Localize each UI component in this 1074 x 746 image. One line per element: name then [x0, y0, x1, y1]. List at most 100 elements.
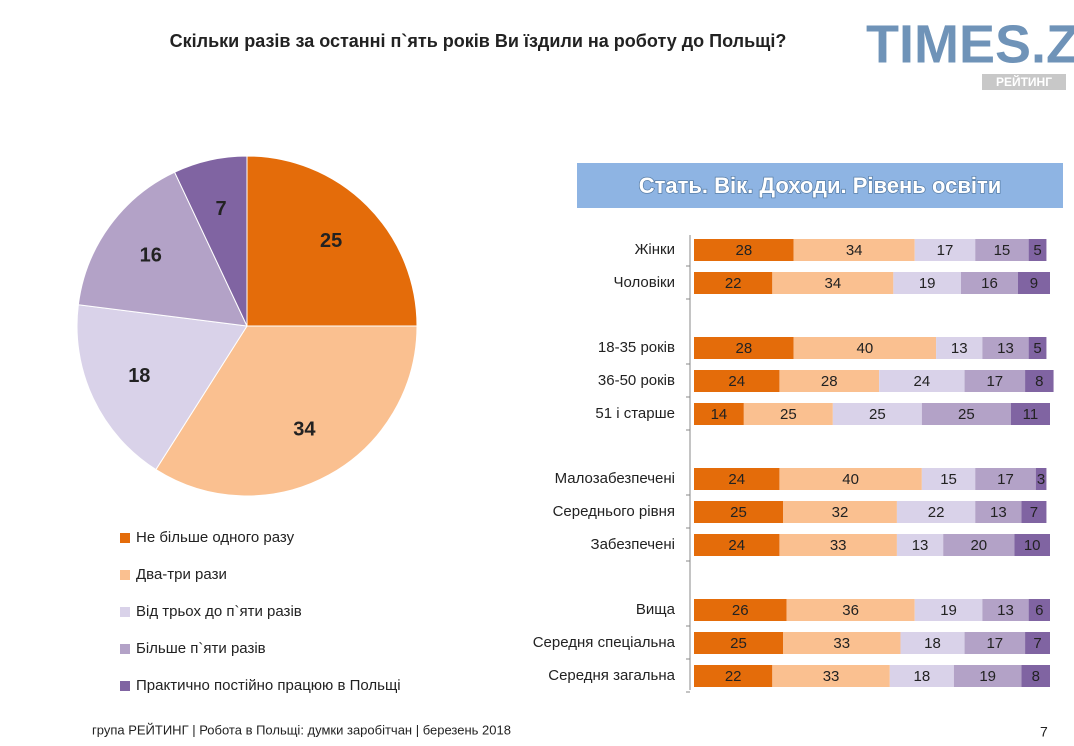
bar-value: 7: [1033, 635, 1041, 652]
bar-segment: [1025, 370, 1054, 392]
legend-swatch: [120, 607, 130, 617]
bar-segment: [694, 501, 783, 523]
bar-segment: [914, 239, 976, 261]
bar-value: 22: [725, 668, 742, 685]
category-label: Середня загальна: [548, 667, 675, 684]
bar-value: 3: [1037, 471, 1045, 488]
bar-segment: [1010, 403, 1050, 425]
bar-segment: [772, 272, 894, 294]
legend-label: Більше п`яти разів: [136, 640, 266, 657]
bar-segment: [1025, 632, 1050, 654]
bar-value: 24: [728, 373, 745, 390]
bar-segment: [793, 337, 937, 359]
footer: група РЕЙТИНГ | Робота в Польщі: думки з…: [92, 722, 511, 737]
bar-value: 36: [842, 602, 859, 619]
bar-segment: [694, 534, 780, 556]
category-label: 51 і старше: [595, 405, 675, 422]
bar-segment: [779, 468, 922, 490]
bar-value: 28: [735, 242, 752, 259]
bar-segment: [694, 272, 773, 294]
category-label: Середнього рівня: [553, 503, 675, 520]
bar-value: 10: [1024, 537, 1041, 554]
bar-segment: [953, 665, 1022, 687]
bar-segment: [772, 665, 890, 687]
bar-value: 17: [986, 635, 1003, 652]
bar-segment: [900, 632, 965, 654]
bar-segment: [1028, 337, 1047, 359]
logo-sub: РЕЙТИНГ: [996, 74, 1052, 89]
category-label: Жінки: [635, 241, 675, 258]
bar-segment: [964, 632, 1026, 654]
legend-label: Не більше одного разу: [136, 529, 295, 546]
bar-segment: [964, 370, 1026, 392]
bar-value: 34: [846, 242, 863, 259]
category-label: Малозабезпечені: [555, 470, 675, 487]
bar-segment: [694, 370, 780, 392]
bar-segment: [889, 665, 954, 687]
bar-segment: [975, 468, 1036, 490]
logo-badge: [982, 74, 1066, 90]
bar-title: Стать. Вік. Доходи. Рівень освіти: [639, 173, 1002, 198]
legend-label: Практично постійно працюю в Польщі: [136, 677, 401, 694]
bar-segment: [921, 468, 976, 490]
category-label: 36-50 років: [598, 372, 675, 389]
bar-value: 25: [730, 635, 747, 652]
bar-value: 13: [951, 340, 968, 357]
bar-segment: [779, 370, 880, 392]
bar-value: 34: [824, 275, 841, 292]
legend-label: Два-три рази: [136, 566, 227, 583]
bar-segment: [694, 665, 773, 687]
category-label: Чоловіки: [613, 274, 675, 291]
bar-segment: [1028, 239, 1047, 261]
bar-segment: [1035, 468, 1047, 490]
bar-value: 19: [940, 602, 957, 619]
bar-value: 22: [725, 275, 742, 292]
bar-value: 15: [940, 471, 957, 488]
bar-segment: [786, 599, 915, 621]
slide-title: Скільки разів за останні п`ять років Ви …: [170, 31, 787, 51]
bar-segment: [1021, 501, 1047, 523]
legend-swatch: [120, 644, 130, 654]
bar-segment: [694, 337, 794, 359]
bar-value: 19: [979, 668, 996, 685]
legend-label: Від трьох до п`яти разів: [136, 603, 302, 620]
bar-value: 33: [823, 668, 840, 685]
category-label: Вища: [636, 601, 676, 618]
bar-value: 28: [735, 340, 752, 357]
bar-segment: [694, 239, 794, 261]
category-label: Забезпечені: [591, 536, 675, 553]
bar-segment: [879, 370, 965, 392]
bar-value: 15: [994, 242, 1011, 259]
legend-swatch: [120, 681, 130, 691]
bar-segment: [694, 403, 744, 425]
bar-segment: [743, 403, 833, 425]
bar-value: 40: [842, 471, 859, 488]
bar-value: 16: [981, 275, 998, 292]
bar-segment: [1028, 599, 1050, 621]
bar-segment: [793, 239, 915, 261]
bar-value: 24: [728, 537, 745, 554]
bar-value: 8: [1032, 668, 1040, 685]
pie-slice: [246, 155, 418, 327]
bar-segment: [832, 403, 922, 425]
bar-segment: [783, 501, 897, 523]
bar-value: 13: [997, 340, 1014, 357]
bar-segment: [982, 337, 1029, 359]
bar-value: 26: [732, 602, 749, 619]
bar-value: 33: [833, 635, 850, 652]
bar-segment: [936, 337, 983, 359]
slice-label: 34: [293, 419, 316, 441]
bar-segment: [975, 501, 1022, 523]
bar-value: 25: [780, 406, 797, 423]
legend-swatch: [120, 533, 130, 543]
pie-slice: [76, 304, 248, 471]
bar-value: 13: [997, 602, 1014, 619]
bar-value: 7: [1030, 504, 1038, 521]
slice-label: 18: [128, 365, 150, 387]
bar-segment: [694, 632, 783, 654]
bar-value: 17: [986, 373, 1003, 390]
bar-value: 24: [728, 471, 745, 488]
bar-value: 25: [730, 504, 747, 521]
bar-segment: [943, 534, 1015, 556]
